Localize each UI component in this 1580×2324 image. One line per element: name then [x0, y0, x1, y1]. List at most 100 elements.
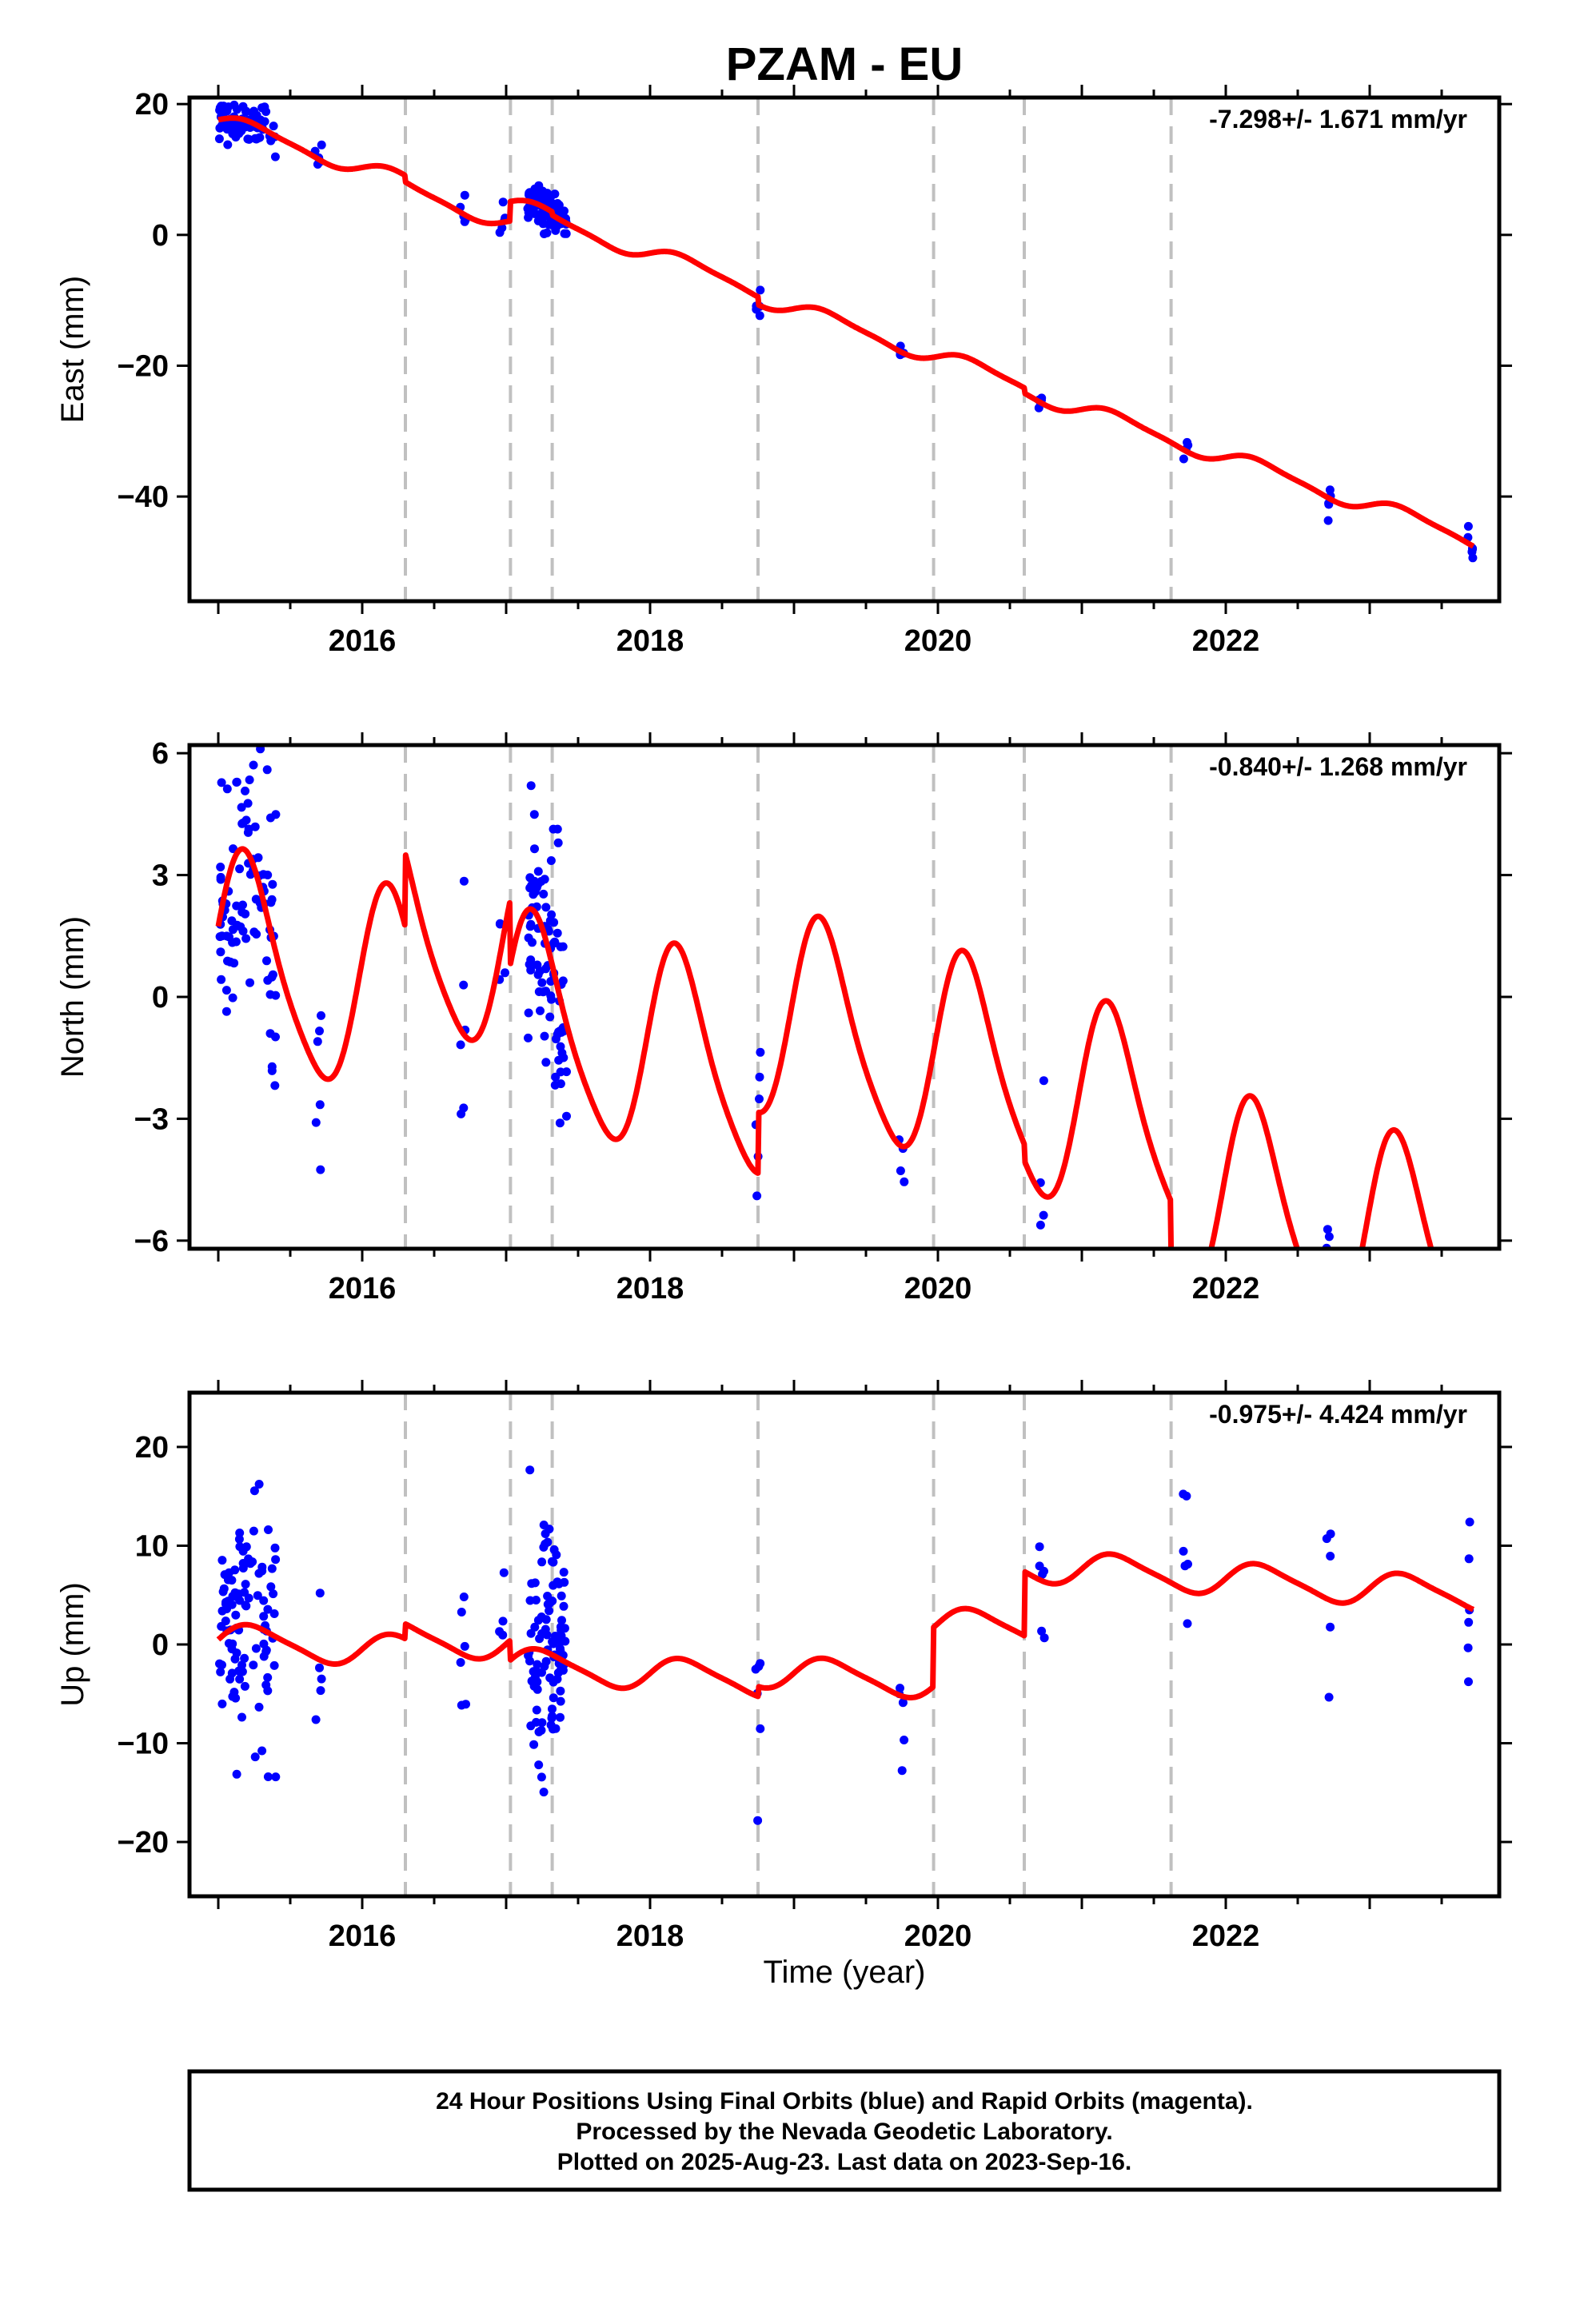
up-data-point [271, 1555, 281, 1565]
up-data-point [217, 1556, 227, 1565]
up-data-point [241, 1601, 251, 1611]
up-data-point [549, 1693, 558, 1703]
east-data-point [240, 122, 249, 132]
north-data-point [1324, 1232, 1334, 1242]
up-data-point [271, 1772, 281, 1782]
up-data-point [548, 1704, 557, 1714]
north-data-point [549, 918, 559, 927]
up-data-point [529, 1681, 539, 1691]
east-data-point [498, 197, 508, 207]
up-data-point [537, 1612, 546, 1621]
up-data-point [1464, 1617, 1474, 1627]
north-data-point [245, 775, 254, 784]
x-axis-label: Time (year) [764, 1955, 926, 1990]
up-data-point [552, 1636, 561, 1645]
north-data-point [241, 786, 249, 795]
up-data-point [1035, 1542, 1044, 1552]
up-data-point [537, 1557, 547, 1567]
east-y-tick-label: 0 [152, 219, 169, 253]
east-data-point [542, 228, 552, 237]
north-data-point [546, 991, 556, 1001]
up-data-point [526, 1628, 536, 1638]
north-data-point [541, 1058, 551, 1067]
up-data-point [261, 1680, 271, 1690]
up-data-point [224, 1639, 233, 1648]
up-y-tick-label: 0 [152, 1628, 169, 1662]
up-data-point [1183, 1619, 1192, 1628]
north-y-axis-label: North (mm) [55, 916, 90, 1078]
north-data-point [538, 987, 548, 997]
east-data-point [241, 106, 251, 116]
up-data-point [1464, 1554, 1474, 1564]
east-panel: 2016 2018 2020 2022 20 0 −20 −40 East (mm) -7.298… [55, 85, 1512, 658]
up-data-point [316, 1686, 325, 1696]
up-data-point [251, 1644, 261, 1653]
north-data-point [245, 978, 254, 987]
up-x-tick-label: 2020 [904, 1919, 972, 1953]
up-data-point [751, 1664, 760, 1674]
up-data-point [549, 1724, 557, 1734]
up-data-point [241, 1580, 250, 1589]
up-data-point [533, 1660, 542, 1669]
up-data-point [1322, 1534, 1331, 1544]
up-data-point [227, 1576, 237, 1585]
north-data-point [222, 784, 232, 794]
up-data-point [457, 1608, 466, 1616]
up-y-tick-label: 10 [135, 1529, 169, 1563]
east-data-point [245, 134, 253, 144]
up-data-point [249, 1526, 258, 1536]
up-data-point [529, 1667, 539, 1676]
up-data-point [495, 1627, 505, 1636]
up-data-point [537, 1718, 547, 1728]
up-data-point [228, 1692, 237, 1701]
up-data-point [525, 1656, 534, 1666]
up-data-point [1039, 1633, 1049, 1643]
north-data-point [547, 910, 557, 919]
up-data-point [1183, 1560, 1192, 1569]
east-y-tick-label: −20 [118, 349, 169, 383]
up-data-point [244, 1593, 253, 1603]
north-data-point [216, 872, 225, 882]
up-data-point [557, 1591, 566, 1600]
north-data-point [533, 970, 543, 979]
east-x-tick-label: 2020 [904, 624, 972, 658]
up-data-point [230, 1565, 240, 1575]
up-x-tick-label: 2018 [616, 1919, 684, 1953]
north-data-point [249, 760, 258, 770]
east-data-point [1325, 485, 1335, 495]
up-data-point [254, 1480, 264, 1489]
east-data-point [219, 102, 229, 111]
up-data-point [215, 1659, 224, 1668]
up-data-point [556, 1686, 565, 1696]
north-data-point [250, 822, 260, 831]
up-data-point [1464, 1677, 1473, 1687]
north-data-point [315, 1100, 325, 1110]
up-data-point [460, 1641, 469, 1651]
east-data-point [252, 134, 261, 144]
north-data-point [271, 1032, 280, 1042]
north-data-point [533, 867, 543, 876]
north-data-point [258, 870, 268, 879]
up-data-point [553, 1668, 563, 1677]
up-data-point [253, 1591, 262, 1600]
up-data-point [556, 1644, 565, 1653]
up-data-point [263, 1604, 273, 1614]
up-data-point [545, 1606, 554, 1616]
north-data-point [553, 838, 563, 847]
up-data-point [1179, 1489, 1188, 1499]
footer-line-3: Plotted on 2025-Aug-23. Last data on 202… [557, 2149, 1132, 2175]
up-data-point [1463, 1643, 1473, 1652]
north-data-point [752, 1191, 762, 1201]
north-data-points [215, 745, 1334, 1249]
up-data-point [231, 1610, 241, 1620]
north-data-point [541, 964, 550, 974]
up-data-point [234, 1666, 244, 1676]
north-data-point [558, 976, 568, 986]
up-data-point [257, 1746, 267, 1756]
footer-frame [187, 2069, 1502, 2192]
east-data-point [1183, 440, 1193, 450]
up-data-point [545, 1673, 555, 1683]
up-y-tick-label: 20 [135, 1431, 169, 1465]
up-data-point [311, 1715, 321, 1724]
north-data-point [237, 803, 246, 812]
